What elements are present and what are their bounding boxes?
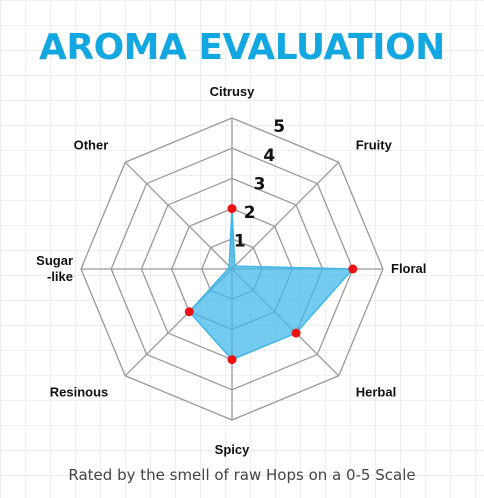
data-point-5: [184, 307, 194, 317]
ring-label-4: 4: [263, 146, 275, 166]
data-point-2: [348, 264, 358, 274]
ring-labels: 1 2 3 4 5: [234, 117, 285, 251]
axis-label-3: Herbal: [356, 385, 396, 400]
axis-label-6: Sugar -like: [36, 253, 73, 284]
axis-labels: Citrusy Fruity Floral Herbal Spicy Resinous Su…: [36, 84, 426, 457]
chart-subtitle: Rated by the smell of raw Hops on a 0-5 …: [68, 466, 416, 484]
ring-label-5: 5: [273, 117, 285, 137]
data-series: [184, 204, 358, 365]
spoke-7: [124, 161, 233, 270]
ring-label-2: 2: [244, 203, 256, 223]
data-point-4: [227, 355, 237, 365]
axis-label-0: Citrusy: [210, 84, 256, 99]
data-point-3: [291, 328, 301, 338]
data-point-0: [227, 204, 237, 214]
ring-label-3: 3: [254, 174, 266, 194]
data-area: [188, 207, 354, 361]
axis-label-7: Other: [74, 137, 109, 152]
spoke-1: [231, 161, 340, 270]
axis-label-1: Fruity: [356, 137, 393, 152]
axis-label-2: Floral: [391, 261, 426, 276]
axis-label-5: Resinous: [50, 385, 109, 400]
chart-title: AROMA EVALUATION: [39, 27, 445, 68]
axis-label-4: Spicy: [215, 442, 250, 457]
ring-label-1: 1: [234, 231, 246, 251]
